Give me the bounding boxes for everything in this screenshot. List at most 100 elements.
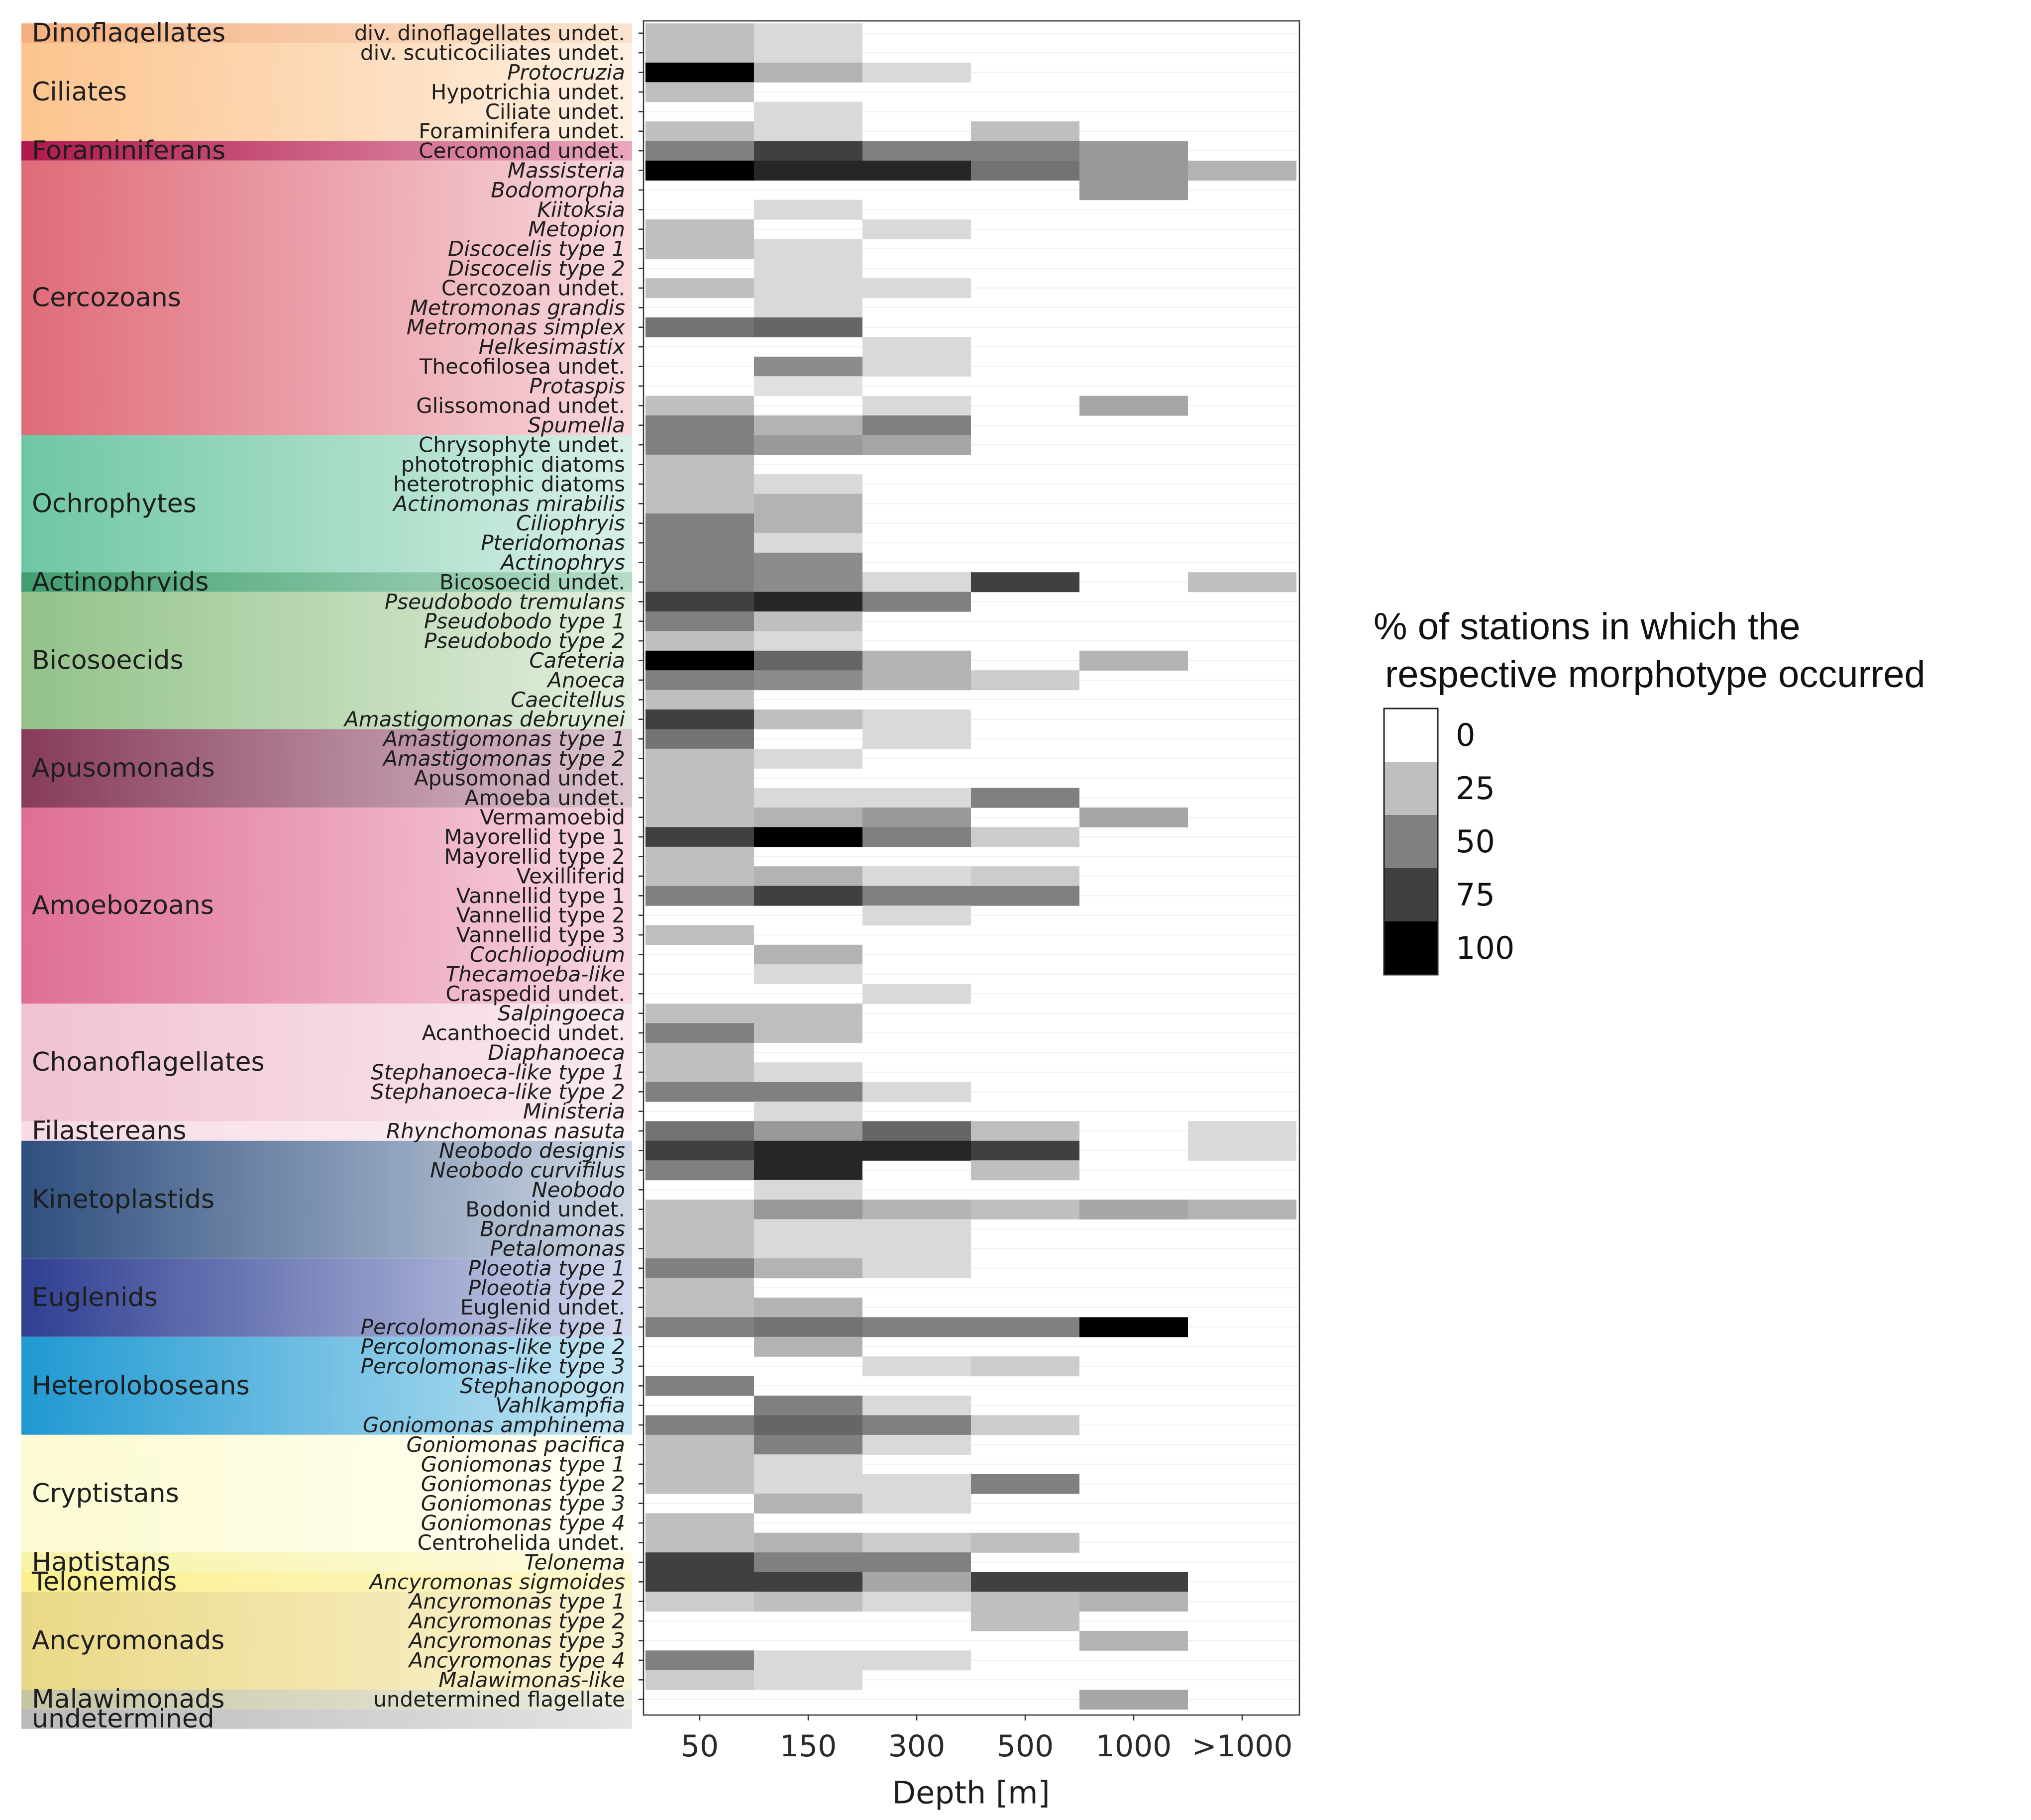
heatmap-cell [971,886,1079,906]
group-label-bicosoecids: Bicosoecids [32,646,184,676]
heatmap-cell [645,866,754,887]
row-label: Percolomonas-like type 3 [361,1354,625,1378]
heatmap-cell [645,1454,754,1475]
heatmap-cell [1079,180,1188,201]
legend-border [1383,708,1439,976]
legend-swatch [1384,815,1438,868]
heatmap-cell [754,1552,862,1573]
row-label: Diaphanoeca [488,1040,625,1065]
row-label: Ciliophryis [516,511,625,535]
heatmap-cell [754,631,862,651]
group-band-cryptistans [21,1434,632,1553]
heatmap-cell [862,1140,971,1161]
heatmap-cell [645,1121,754,1141]
row-label: Ancyromonas type 3 [408,1628,625,1653]
row-label: Pseudobodo type 1 [424,609,625,633]
heatmap-cell [645,1376,754,1396]
group-band-heteroloboseans [21,1336,632,1435]
heatmap-cell [645,1474,754,1494]
row-label: Caecitellus [511,688,625,712]
group-band-choanoflagellates [21,1004,632,1121]
heatmap-cell [645,670,754,691]
group-label-undetermined: undetermined [32,1704,214,1734]
heatmap-cell [862,337,971,357]
heatmap-cell [645,141,754,161]
heatmap-cell [971,1356,1079,1377]
legend-tick-label: 50 [1456,823,1495,860]
heatmap-cell [971,141,1079,161]
group-band-actinophryids [21,572,632,592]
row-label: Cercomonad undet. [419,139,625,163]
heatmap-cell [862,592,971,612]
row-label: Rhynchomonas nasuta [386,1119,625,1143]
row-label: Acanthoecid undet. [422,1021,625,1045]
heatmap-cell [971,1415,1079,1435]
group-band-dinoflagellates [21,23,632,43]
heatmap-cell [1079,650,1188,671]
row-label: Massisteria [508,158,625,183]
heatmap-cell [754,709,862,729]
heatmap-cell [862,1082,971,1102]
heatmap-cell [862,984,971,1004]
heatmap-cell [862,435,971,455]
row-label: Ploeotia type 2 [468,1276,625,1300]
row-label: div. scuticociliates undet. [360,41,625,65]
heatmap-cell [645,1042,754,1063]
heatmap-cell [971,572,1079,593]
heatmap-cell [971,1474,1079,1494]
group-label-ciliates: Ciliates [32,77,127,107]
heatmap-cell [645,219,754,239]
x-axis-title: Depth [m] [892,1775,1050,1811]
row-label: Percolomonas-like type 1 [361,1315,625,1339]
row-label: Euglenid undet. [460,1295,625,1319]
row-label: Ploeotia type 1 [468,1256,625,1280]
row-label: Petalomonas [490,1236,625,1261]
row-label: Ancyromonas type 2 [408,1609,625,1633]
heatmap-cell [971,788,1079,808]
legend-tick-label: 100 [1456,930,1514,966]
heatmap-cell [754,1004,862,1023]
heatmap-cell [645,494,754,514]
heatmap-cell [971,1592,1079,1612]
row-label: Ministeria [523,1099,625,1123]
heatmap-cell [754,1160,862,1181]
heatmap-cell [645,925,754,945]
row-label: Protocruzia [507,60,625,85]
heatmap-cell [754,278,862,299]
heatmap-cell [645,1200,754,1219]
heatmap-cell [754,1180,862,1200]
group-band-kinetoplastids [21,1140,632,1259]
heatmap-cell [645,396,754,416]
heatmap-cell [754,670,862,691]
group-label-kinetoplastids: Kinetoplastids [32,1185,214,1214]
heatmap-cell [754,886,862,906]
row-label: Helkesimastix [479,335,626,359]
row-label: Pteridomonas [481,531,625,555]
row-label: div. dinoflagellates undet. [354,21,625,45]
row-label: Amastigomonas debruynei [343,707,625,731]
group-band-cercozoans [21,160,632,435]
heatmap-cell [862,160,971,181]
heatmap-cell [754,141,862,161]
heatmap-cell [971,1317,1079,1337]
x-tick-label: 300 [888,1729,946,1764]
heatmap-cell [1079,160,1188,181]
group-band-ancyromonads [21,1592,632,1690]
heatmap-cells [645,23,1296,1710]
heatmap-cell [754,298,862,318]
group-label-amoebozoans: Amoebozoans [32,891,214,920]
heatmap-cell [754,533,862,553]
heatmap-cell [862,1572,971,1592]
row-label: Glissomonad undet. [416,394,625,418]
row-label: Vexilliferid [517,864,625,888]
heatmap-cell [645,23,754,43]
heatmap-cell [754,1062,862,1083]
legend-keys: 0 25 50 75 100 [1383,708,1514,976]
heatmap-cell [754,1200,862,1219]
row-label: Stephanopogon [460,1374,625,1398]
heatmap-cell [754,435,862,455]
row-label: Metromonas grandis [410,296,625,320]
heatmap-cell [645,1238,754,1259]
row-label: Thecofilosea undet. [419,354,625,379]
